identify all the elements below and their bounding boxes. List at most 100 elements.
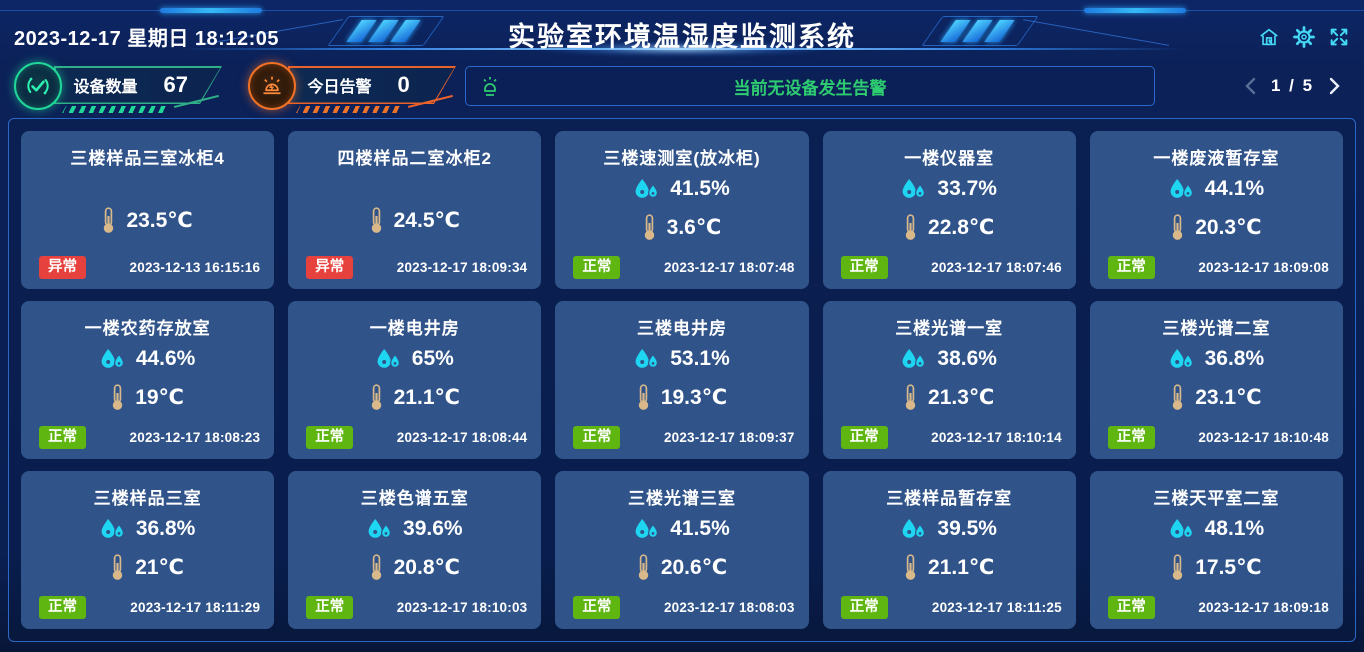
last-update-time: 2023-12-17 18:09:34 bbox=[396, 259, 528, 275]
temperature-row: 3.6℃ bbox=[643, 214, 722, 241]
device-card[interactable]: 三楼样品暂存室 39.5% 21.1℃ 正常 2023-12-17 18:11:25 bbox=[822, 471, 1076, 629]
temperature-value: 20.8℃ bbox=[393, 556, 460, 579]
home-icon[interactable] bbox=[1258, 26, 1280, 48]
device-count-label: 设备数量 bbox=[73, 79, 138, 96]
header-icon-group bbox=[1258, 26, 1350, 48]
device-card[interactable]: 一楼废液暂存室 44.1% 20.3℃ 正常 2023-12-17 18:09:08 bbox=[1089, 131, 1343, 289]
humidity-row: 48.1% bbox=[1169, 517, 1265, 541]
card-title: 一楼农药存放室 bbox=[84, 319, 211, 338]
status-badge: 正常 bbox=[306, 425, 354, 449]
thermometer-icon bbox=[370, 384, 383, 411]
card-title: 三楼样品三室 bbox=[93, 489, 202, 508]
last-update-time: 2023-12-17 18:07:48 bbox=[663, 259, 795, 275]
device-card[interactable]: 三楼速测室(放冰柜) 41.5% 3.6℃ 正常 2023-12-17 18:07:… bbox=[555, 131, 809, 289]
device-card[interactable]: 三楼天平室二室 48.1% 17.5℃ 正常 2023-12-17 18:09:18 bbox=[1089, 471, 1343, 629]
card-readings: 39.6% 20.8℃ bbox=[288, 513, 541, 591]
card-readings: 33.7% 22.8℃ bbox=[823, 173, 1076, 251]
card-readings: 53.1% 19.3℃ bbox=[555, 343, 808, 421]
temperature-value: 3.6℃ bbox=[666, 216, 722, 239]
status-badge: 正常 bbox=[1107, 255, 1155, 279]
card-readings: 38.6% 21.3℃ bbox=[823, 343, 1076, 421]
temperature-value: 23.5℃ bbox=[126, 208, 193, 232]
humidity-row: 39.5% bbox=[901, 517, 997, 541]
humidity-icon bbox=[100, 518, 125, 540]
status-badge: 正常 bbox=[573, 255, 621, 279]
temperature-row: 21℃ bbox=[111, 554, 184, 581]
last-update-time: 2023-12-17 18:08:44 bbox=[396, 429, 528, 445]
device-card[interactable]: 一楼电井房 65% 21.1℃ 正常 2023-12-17 18:08:44 bbox=[288, 301, 542, 459]
humidity-icon bbox=[901, 178, 926, 200]
temperature-row: 24.5℃ bbox=[370, 206, 460, 234]
thermometer-icon bbox=[643, 214, 656, 241]
fullscreen-icon[interactable] bbox=[1328, 26, 1350, 48]
card-title: 一楼仪器室 bbox=[904, 149, 995, 168]
last-update-time: 2023-12-17 18:07:46 bbox=[931, 259, 1062, 275]
device-card[interactable]: 三楼光谱一室 38.6% 21.3℃ 正常 2023-12-17 18:10:14 bbox=[822, 301, 1076, 459]
last-update-time: 2023-12-17 18:11:25 bbox=[931, 599, 1062, 615]
thermometer-icon bbox=[111, 384, 124, 411]
last-update-time: 2023-12-17 18:08:23 bbox=[129, 429, 261, 445]
device-card[interactable]: 三楼电井房 53.1% 19.3℃ 正常 2023-12-17 18:09:37 bbox=[555, 301, 809, 459]
humidity-value: 38.6% bbox=[937, 347, 997, 370]
status-badge: 正常 bbox=[840, 255, 888, 279]
status-badge: 正常 bbox=[840, 425, 888, 449]
temperature-row: 20.3℃ bbox=[1171, 214, 1262, 241]
alarm-today-value: 0 bbox=[397, 72, 410, 97]
device-card[interactable]: 一楼仪器室 33.7% 22.8℃ 正常 2023-12-17 18:07:46 bbox=[822, 131, 1076, 289]
card-footer: 正常 2023-12-17 18:09:08 bbox=[1107, 255, 1329, 279]
card-footer: 正常 2023-12-17 18:11:25 bbox=[840, 595, 1062, 619]
humidity-value: 33.7% bbox=[937, 177, 997, 200]
next-page-button[interactable] bbox=[1327, 77, 1343, 95]
status-badge: 异常 bbox=[306, 255, 354, 279]
humidity-value: 48.1% bbox=[1204, 517, 1265, 540]
humidity-row: 39.6% bbox=[367, 517, 463, 541]
thermometer-icon bbox=[370, 554, 383, 581]
card-readings: 39.5% 21.1℃ bbox=[823, 513, 1076, 591]
device-card[interactable]: 三楼色谱五室 39.6% 20.8℃ 正常 2023-12-17 18:10:03 bbox=[288, 471, 542, 629]
status-badge: 正常 bbox=[1107, 425, 1155, 449]
card-title: 三楼速测室(放冰柜) bbox=[603, 149, 761, 168]
last-update-time: 2023-12-13 16:15:16 bbox=[129, 259, 261, 275]
card-title: 三楼光谱三室 bbox=[627, 489, 736, 508]
humidity-value: 44.1% bbox=[1204, 177, 1265, 200]
temperature-value: 17.5℃ bbox=[1195, 556, 1262, 579]
device-card[interactable]: 一楼农药存放室 44.6% 19℃ 正常 2023-12-17 18:08:23 bbox=[21, 301, 275, 459]
card-title: 三楼天平室二室 bbox=[1153, 489, 1280, 508]
alarm-lamp-icon bbox=[248, 62, 296, 110]
card-footer: 异常 2023-12-17 18:09:34 bbox=[306, 255, 528, 279]
humidity-row: 53.1% bbox=[634, 347, 730, 371]
last-update-time: 2023-12-17 18:09:08 bbox=[1198, 259, 1329, 275]
card-footer: 正常 2023-12-17 18:10:48 bbox=[1107, 425, 1329, 449]
humidity-icon bbox=[367, 518, 392, 540]
temperature-row: 23.5℃ bbox=[102, 206, 193, 234]
status-badge: 正常 bbox=[306, 595, 354, 619]
pagination: 1 / 5 bbox=[1242, 66, 1343, 106]
device-card[interactable]: 三楼样品三室冰柜4 23.5℃ 异常 2023-12-13 16:15:16 bbox=[21, 131, 275, 289]
device-card[interactable]: 三楼样品三室 36.8% 21℃ 正常 2023-12-17 18:11:29 bbox=[21, 471, 275, 629]
status-badge: 正常 bbox=[840, 595, 888, 619]
card-title: 三楼色谱五室 bbox=[360, 489, 469, 508]
last-update-time: 2023-12-17 18:09:37 bbox=[663, 429, 795, 445]
thermometer-icon bbox=[1171, 214, 1184, 241]
device-card[interactable]: 三楼光谱二室 36.8% 23.1℃ 正常 2023-12-17 18:10:48 bbox=[1089, 301, 1343, 459]
device-card[interactable]: 四楼样品二室冰柜2 24.5℃ 异常 2023-12-17 18:09:34 bbox=[288, 131, 542, 289]
humidity-row: 41.5% bbox=[634, 517, 730, 541]
card-title: 三楼样品三室冰柜4 bbox=[70, 149, 225, 168]
settings-icon[interactable] bbox=[1293, 26, 1315, 48]
card-footer: 正常 2023-12-17 18:07:48 bbox=[573, 255, 795, 279]
temperature-row: 21.1℃ bbox=[904, 554, 994, 581]
humidity-row: 36.8% bbox=[100, 517, 196, 541]
top-divider-line bbox=[0, 10, 1364, 11]
humidity-value: 41.5% bbox=[670, 177, 730, 200]
temperature-value: 24.5℃ bbox=[393, 208, 460, 232]
card-title: 三楼光谱二室 bbox=[1162, 319, 1271, 338]
humidity-value: 39.5% bbox=[937, 517, 997, 540]
humidity-value: 44.6% bbox=[135, 347, 196, 370]
page-title: 实验室环境温湿度监测系统 bbox=[508, 22, 856, 52]
humidity-value: 36.8% bbox=[135, 517, 196, 540]
device-card[interactable]: 三楼光谱三室 41.5% 20.6℃ 正常 2023-12-17 18:08:03 bbox=[555, 471, 809, 629]
last-update-time: 2023-12-17 18:08:03 bbox=[663, 599, 795, 615]
humidity-icon bbox=[376, 348, 401, 370]
prev-page-button[interactable] bbox=[1242, 77, 1258, 95]
card-title: 四楼样品二室冰柜2 bbox=[337, 149, 493, 168]
